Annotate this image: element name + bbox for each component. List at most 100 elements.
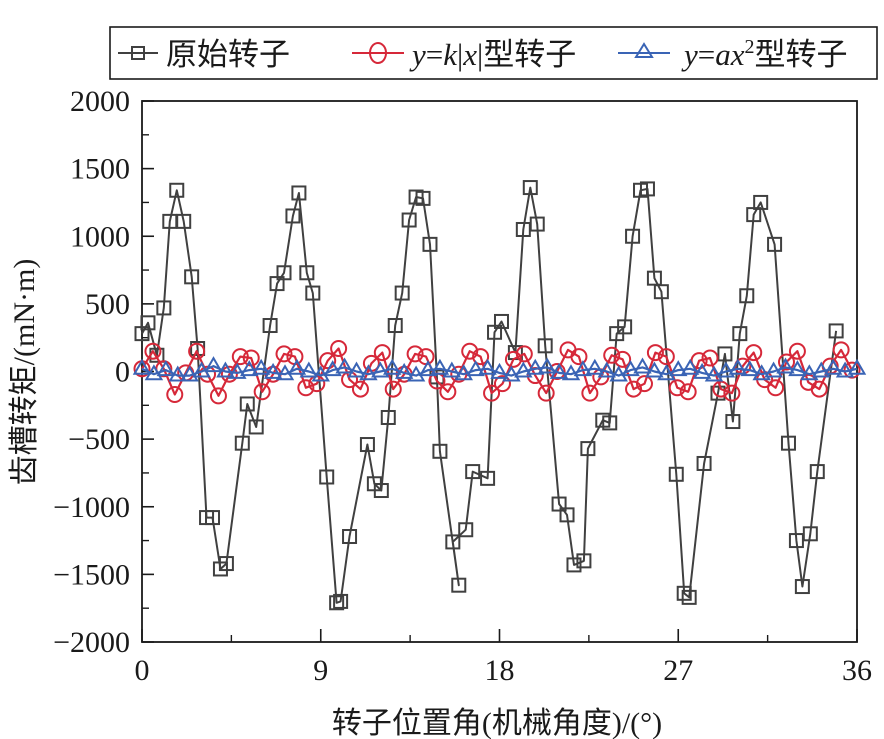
circle-marker-icon	[810, 380, 828, 398]
square-marker-icon	[176, 213, 192, 229]
triangle-marker-icon	[394, 362, 414, 379]
series-square	[134, 180, 844, 611]
y-axis-title: 齿槽转矩/(mN·m)	[8, 259, 41, 486]
triangle-marker-icon	[657, 364, 676, 381]
triangle-marker-icon	[228, 362, 247, 379]
square-marker-icon	[576, 553, 592, 569]
square-marker-icon	[394, 285, 410, 301]
square-marker-icon	[580, 441, 596, 457]
circle-marker-icon	[406, 345, 424, 363]
triangle-marker-icon	[716, 361, 736, 378]
circle-marker-icon	[220, 365, 238, 383]
square-marker-icon	[262, 318, 278, 334]
y-tick-label: −1000	[53, 491, 130, 524]
square-marker-icon	[828, 323, 844, 339]
circle-marker-icon	[319, 352, 337, 370]
triangle-marker-icon	[752, 364, 771, 381]
circle-marker-icon	[635, 375, 653, 393]
square-marker-icon	[794, 579, 810, 595]
circle-marker-icon	[461, 342, 479, 360]
x-tick-label: 0	[135, 654, 150, 687]
x-tick-label: 9	[313, 654, 328, 687]
triangle-marker-icon	[383, 358, 402, 375]
x-tick-label: 36	[842, 654, 872, 687]
legend-label-original: 原始转子	[166, 37, 290, 72]
legend-item-ax2: y=ax2型转子	[618, 36, 848, 72]
triangle-marker-icon	[537, 357, 557, 374]
circle-marker-icon	[253, 383, 271, 401]
legend-item-kx: y=k|x|型转子	[352, 37, 576, 72]
triangle-marker-icon	[323, 360, 342, 377]
circle-marker-icon	[515, 345, 533, 363]
circle-marker-icon	[679, 383, 697, 401]
triangle-marker-icon	[180, 365, 199, 382]
square-marker-icon	[753, 194, 769, 210]
square-marker-icon	[725, 414, 741, 430]
triangle-marker-icon	[490, 362, 509, 379]
circle-marker-icon	[603, 346, 621, 364]
square-marker-icon	[668, 466, 684, 482]
triangle-marker-icon	[144, 364, 164, 381]
square-marker-icon	[522, 180, 538, 196]
square-marker-icon	[602, 415, 618, 431]
triangle-marker-icon	[823, 358, 843, 375]
triangle-marker-icon	[573, 360, 593, 377]
x-tick-label: 18	[485, 654, 515, 687]
triangle-marker-icon	[347, 361, 366, 378]
triangle-marker-icon	[585, 358, 605, 375]
square-marker-icon	[387, 318, 403, 334]
triangle-marker-icon	[132, 358, 152, 375]
triangle-marker-icon	[597, 361, 616, 378]
triangle-marker-icon	[609, 365, 628, 382]
plot-frame	[141, 100, 858, 643]
square-marker-icon	[248, 419, 264, 435]
y-tick-label: 2000	[70, 85, 130, 118]
y-tick-label: 500	[85, 288, 130, 321]
circle-marker-icon	[439, 383, 457, 401]
circle-marker-icon	[701, 349, 719, 367]
circle-marker-icon	[668, 379, 686, 397]
triangle-marker-icon	[311, 365, 330, 382]
triangle-marker-icon	[156, 360, 176, 377]
circle-marker-icon	[369, 42, 387, 64]
square-marker-icon	[359, 437, 375, 453]
square-marker-icon	[617, 319, 633, 335]
triangle-marker-icon	[692, 362, 712, 379]
circle-marker-icon	[373, 344, 391, 362]
square-marker-icon	[480, 470, 496, 486]
series-triangle	[132, 356, 867, 382]
triangle-marker-icon	[406, 365, 426, 382]
triangle-marker-icon	[299, 361, 319, 378]
square-marker-icon	[551, 496, 567, 512]
square-marker-icon	[717, 346, 733, 362]
triangle-marker-icon	[740, 360, 759, 377]
triangle-marker-icon	[454, 364, 473, 381]
square-marker-icon	[653, 284, 669, 300]
square-marker-icon	[373, 483, 389, 499]
triangle-marker-icon	[275, 364, 295, 381]
circle-marker-icon	[504, 350, 522, 368]
triangle-marker-icon	[549, 362, 569, 379]
square-marker-icon	[639, 181, 655, 197]
y-tick-label: 1500	[70, 153, 130, 186]
circle-marker-icon	[231, 348, 249, 366]
circle-marker-icon	[275, 345, 293, 363]
triangle-marker-icon	[430, 358, 450, 375]
square-marker-icon	[140, 315, 156, 331]
triangle-marker-icon	[645, 361, 664, 378]
triangle-marker-icon	[502, 365, 521, 382]
circle-marker-icon	[166, 385, 184, 403]
triangle-marker-icon	[776, 357, 795, 374]
y-tick-label: −2000	[53, 626, 130, 659]
square-marker-icon	[559, 507, 575, 523]
circle-marker-icon	[483, 384, 501, 402]
circle-marker-icon	[144, 342, 162, 360]
square-marker-icon	[218, 556, 234, 572]
circle-marker-icon	[646, 344, 664, 362]
square-marker-icon	[156, 300, 172, 316]
circle-marker-icon	[843, 361, 861, 379]
circle-marker-icon	[570, 348, 588, 366]
triangle-marker-icon	[835, 361, 855, 378]
square-marker-icon	[458, 522, 474, 538]
triangle-marker-icon	[561, 364, 581, 381]
